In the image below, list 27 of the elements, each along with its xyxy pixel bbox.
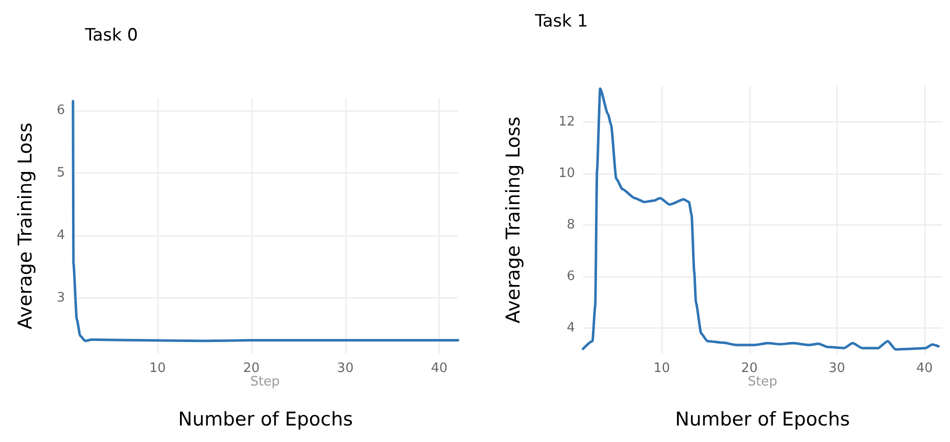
x-tick-label: 10 xyxy=(654,361,670,376)
text: Step xyxy=(748,374,778,390)
line-series xyxy=(72,100,460,342)
x-axis-title: Number of Epochs xyxy=(675,408,850,430)
chart-title: Task 1 xyxy=(534,12,588,32)
y-tick-label: 10 xyxy=(558,166,575,182)
x-tick-label: 20 xyxy=(741,361,758,376)
x-tick-label: 10 xyxy=(149,361,166,376)
y-tick-label: 6 xyxy=(56,102,65,118)
y-tick-label: 4 xyxy=(56,228,65,243)
y-tick-label: 6 xyxy=(566,269,575,284)
x-tick-label: 20 xyxy=(243,361,260,376)
y-axis-title: Average Training Loss xyxy=(502,116,524,324)
y-tick-label: 5 xyxy=(56,165,65,180)
x-tick-label: 30 xyxy=(337,361,354,376)
x-tick-label: 40 xyxy=(916,361,933,376)
line-series xyxy=(582,87,940,351)
y-tick-label: 8 xyxy=(566,218,575,233)
y-axis-title: Average Training Loss xyxy=(14,122,36,330)
y-tick-label: 3 xyxy=(56,290,65,306)
y-tick-label: 4 xyxy=(566,320,575,336)
x-axis-title: Number of Epochs xyxy=(178,408,353,430)
x-tick-label: 30 xyxy=(828,361,846,376)
text: Step xyxy=(250,374,280,390)
chart-title: Task 0 xyxy=(84,26,138,46)
x-tick-label: 40 xyxy=(430,361,448,376)
y-tick-label: 12 xyxy=(558,114,575,130)
